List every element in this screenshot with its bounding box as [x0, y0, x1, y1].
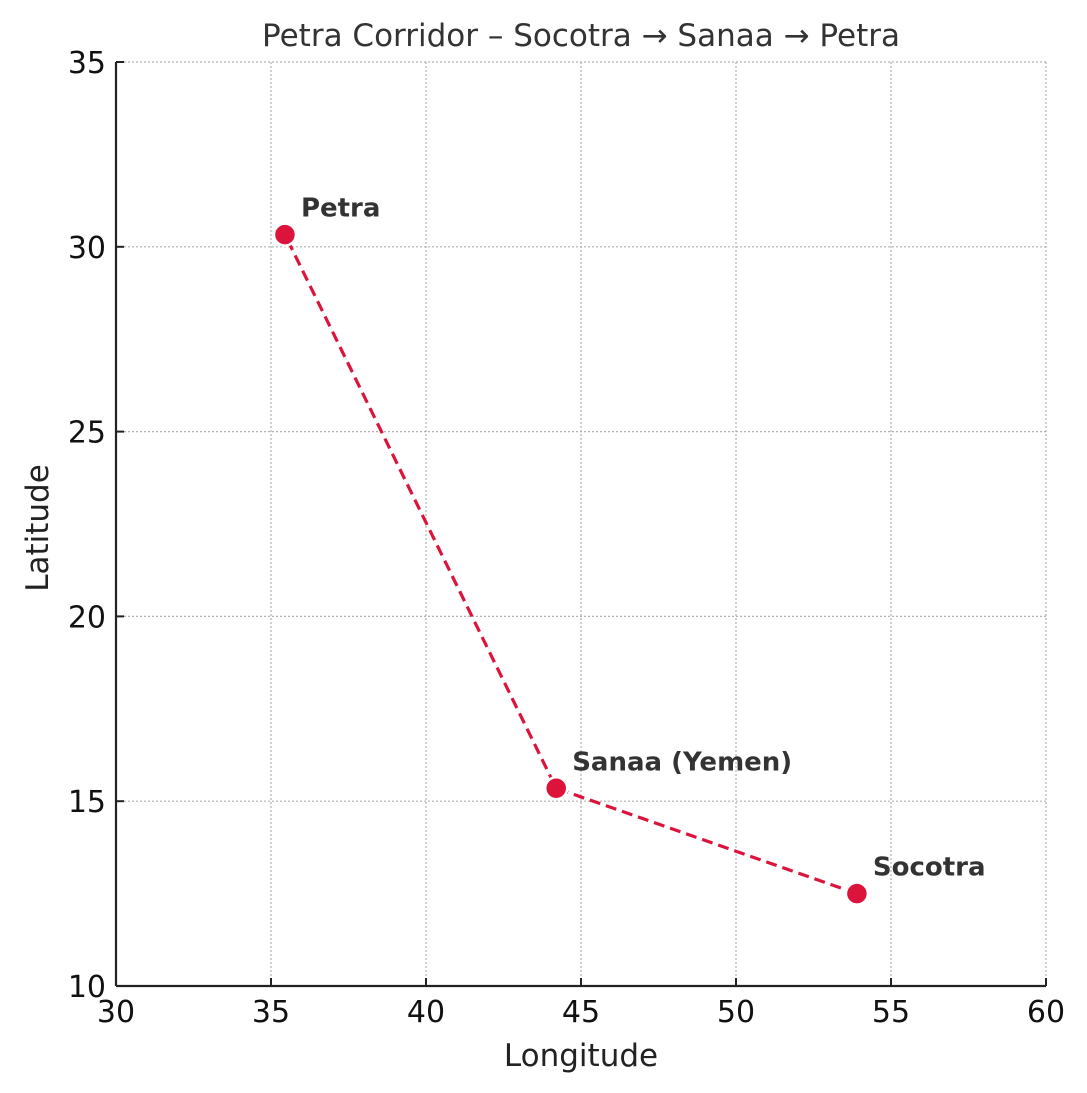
y-tick-label: 35 — [68, 46, 106, 81]
y-tick-label: 10 — [68, 970, 106, 1005]
y-tick-label: 15 — [68, 785, 106, 820]
y-tick-label: 20 — [68, 600, 106, 635]
route-point-marker — [272, 222, 298, 247]
y-tick-label: 25 — [68, 416, 106, 451]
route-point-marker — [844, 881, 870, 906]
route-point-label: Sanaa (Yemen) — [572, 747, 792, 777]
y-tick-labels: 10 15 20 25 30 35 — [68, 46, 106, 1005]
x-tick-label: 60 — [1027, 995, 1065, 1030]
y-tick-label: 30 — [68, 231, 106, 266]
x-tick-label: 50 — [717, 995, 755, 1030]
x-tick-label: 35 — [252, 995, 290, 1030]
x-tick-labels: 30 35 40 45 50 55 60 — [97, 995, 1065, 1030]
x-tick-label: 30 — [97, 995, 135, 1030]
route-line — [283, 233, 858, 896]
route-point-label: Petra — [301, 194, 381, 224]
y-axis-label: Latitude — [20, 464, 56, 592]
x-tick-label: 55 — [872, 995, 910, 1030]
x-tick-label: 45 — [562, 995, 600, 1030]
route-series — [272, 222, 870, 906]
route-point-marker — [543, 776, 569, 801]
route-point-label: Socotra — [873, 853, 986, 883]
grid-lines — [115, 61, 1047, 987]
x-axis-label: Longitude — [504, 1038, 658, 1074]
x-tick-label: 40 — [407, 995, 445, 1030]
chart-title: Petra Corridor – Socotra → Sanaa → Petra — [262, 18, 900, 54]
point-labels: Socotra Sanaa (Yemen) Petra — [301, 194, 986, 883]
tick-marks — [115, 61, 1047, 987]
